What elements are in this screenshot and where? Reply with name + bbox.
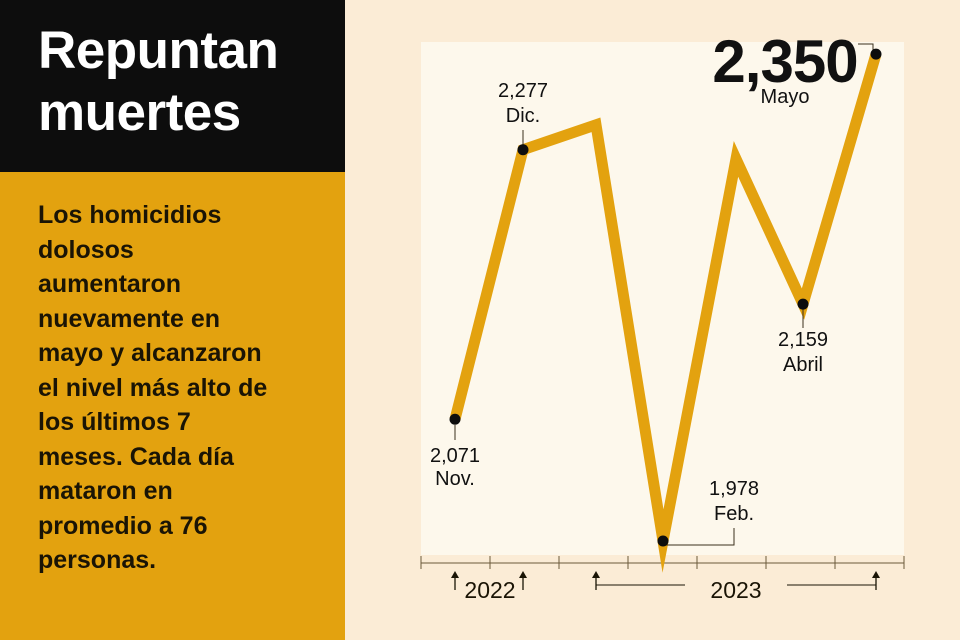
month-column	[628, 42, 697, 555]
point-value-label: 2,159	[778, 329, 828, 351]
point-value-label: 2,071	[430, 445, 480, 467]
year-bracket-right	[787, 578, 877, 586]
description-panel: Repuntan muertes Los homicidios dolosos au…	[0, 0, 345, 640]
year-marker-arrowhead	[519, 571, 527, 578]
description-line: Los homicidios	[38, 201, 222, 229]
point-month-label: Mayo	[761, 86, 810, 108]
month-column	[421, 42, 490, 555]
point-month-label: Nov.	[435, 468, 475, 490]
title-box: Repuntan muertes	[0, 0, 345, 172]
description-line: dolosos	[38, 235, 134, 264]
description-line: nuevamente en	[38, 304, 221, 333]
description-line: aumentaron	[38, 270, 182, 298]
point-month-label: Dic.	[506, 105, 540, 127]
point-month-label: Feb.	[714, 503, 754, 525]
peak-value-label: 2,350	[712, 28, 857, 95]
year-label: 2023	[710, 577, 761, 603]
description-line: meses. Cada día	[38, 442, 234, 471]
data-point	[517, 144, 529, 156]
description-line: el nivel más alto de	[38, 373, 268, 402]
description-line: mataron en	[38, 477, 173, 505]
month-column	[559, 42, 628, 555]
point-value-label: 2,277	[498, 80, 548, 102]
year-marker-arrowhead	[451, 571, 459, 578]
point-month-label: Abril	[783, 354, 823, 376]
year-bracket-left	[595, 578, 685, 586]
year-marker-arrowhead	[872, 571, 880, 578]
headline-title-line: Repuntan	[38, 21, 279, 80]
data-point	[797, 298, 809, 310]
description-line: los últimos 7	[38, 408, 191, 436]
description-line: personas.	[38, 546, 157, 574]
year-label: 2022	[464, 577, 515, 603]
data-point	[657, 535, 669, 547]
data-point	[449, 413, 461, 425]
month-column	[835, 42, 904, 555]
headline-title: Repuntan muertes	[38, 20, 279, 144]
data-point	[870, 48, 882, 60]
description-line: promedio a 76	[38, 511, 208, 540]
headline-description: Los homicidios dolosos aumentaron nuevament…	[38, 198, 338, 578]
description-lines: Los homicidios dolosos aumentaron nuevament…	[38, 198, 338, 578]
month-column	[490, 42, 559, 555]
description-line: mayo y alcanzaron	[38, 339, 262, 367]
year-marker-arrowhead	[592, 571, 600, 578]
point-leader	[663, 528, 735, 546]
point-value-label: 1,978	[709, 478, 759, 500]
headline-title-line: muertes	[38, 83, 241, 142]
